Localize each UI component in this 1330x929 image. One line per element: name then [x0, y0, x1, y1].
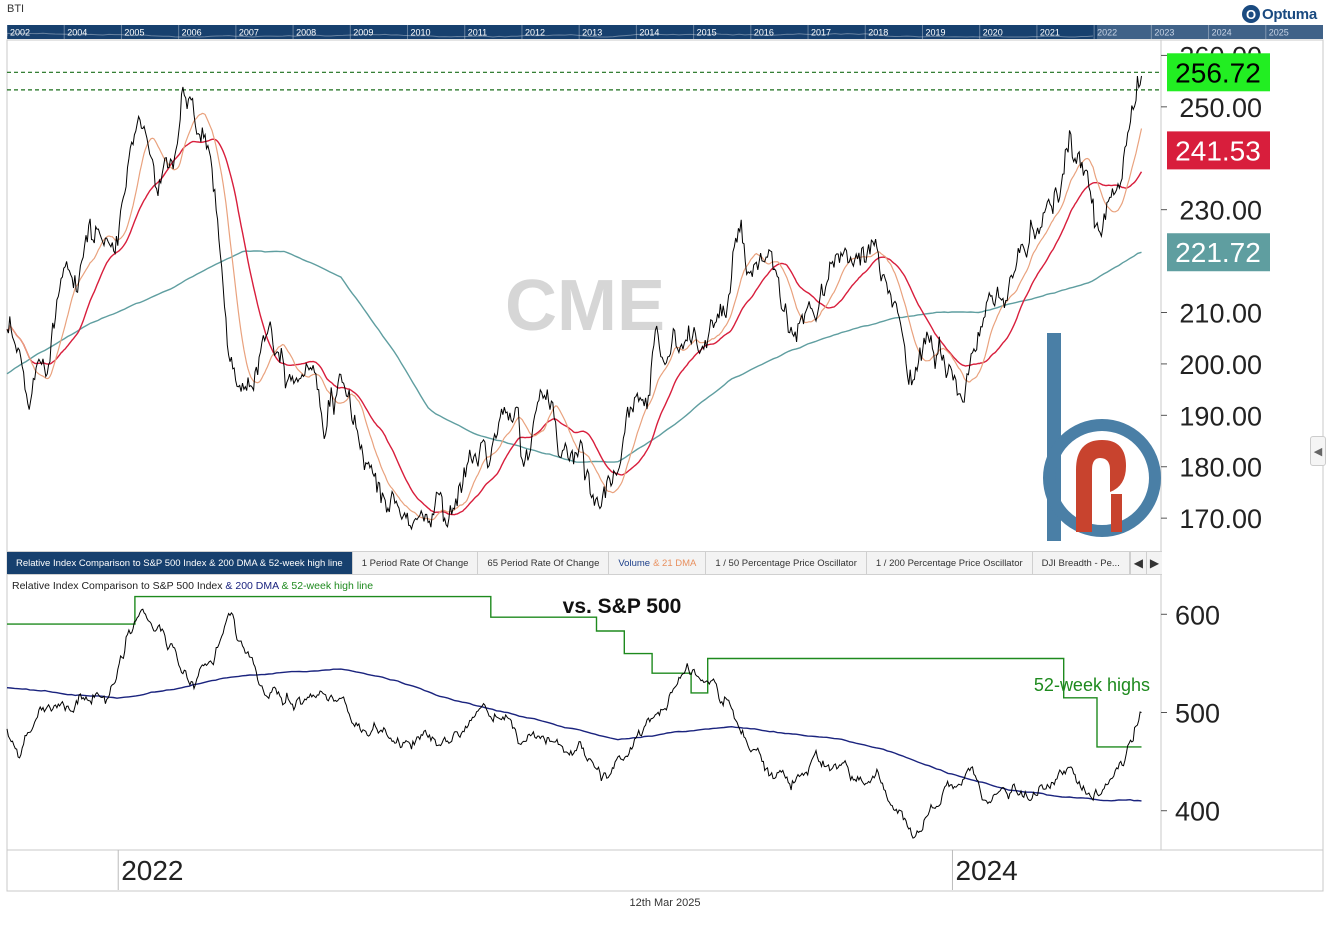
side-panel-toggle[interactable]: ◀ — [1310, 436, 1326, 466]
indicator-tab-label: Volume — [618, 557, 651, 569]
navigator-year-label: 2020 — [983, 28, 1003, 38]
y-tick-label: 600 — [1175, 600, 1220, 630]
ma-fast-line — [6, 112, 1143, 521]
price-line — [6, 75, 1142, 531]
navigator-year-label: 2024 — [1212, 28, 1232, 38]
ma-mid-line — [6, 138, 1143, 516]
navigator-year-label: 2015 — [697, 28, 717, 38]
navigator-year-label: 2007 — [239, 28, 259, 38]
indicator-tab-label: 65 Period Rate Of Change — [487, 557, 600, 569]
indicator-tab-label: DJI Breadth - Pe... — [1041, 557, 1120, 569]
brand-name: Optuma — [1262, 5, 1317, 23]
navigator-year-label: 2005 — [124, 28, 144, 38]
tab-scroll-prev-button[interactable]: ◀ — [1129, 552, 1146, 574]
relative-line — [6, 608, 1142, 839]
navigator-year-label: 2004 — [67, 28, 87, 38]
indicator-tab-0[interactable]: Relative Index Comparison to S&P 500 Ind… — [7, 552, 353, 574]
navigator-year-label: 2023 — [1154, 28, 1174, 38]
indicator-tab-label: 1 / 200 Percentage Price Oscillator — [875, 557, 1023, 569]
lower-title-200dma: & 200 DMA — [222, 580, 279, 592]
logo-leg — [1111, 494, 1122, 532]
navigator-year-label: 2012 — [525, 28, 545, 38]
indicator-tab-accent: & 21 DMA — [653, 557, 697, 569]
indicator-tab-1[interactable]: 1 Period Rate Of Change — [353, 552, 479, 574]
navigator-year-label: 2009 — [353, 28, 373, 38]
indicator-tab-4[interactable]: 1 / 50 Percentage Price Oscillator — [706, 552, 867, 574]
x-tick-label: 2024 — [955, 855, 1017, 886]
y-tick-label: 250.00 — [1179, 93, 1262, 123]
navigator-year-label: 2021 — [1040, 28, 1060, 38]
navigator-year-label: 2019 — [925, 28, 945, 38]
navigator-year-label: 2006 — [182, 28, 202, 38]
navigator-year-label: 2025 — [1269, 28, 1289, 38]
lower-panel-title: Relative Index Comparison to S&P 500 Ind… — [12, 580, 373, 592]
logo-letter-r — [1076, 440, 1126, 532]
annotation-vs-sp500: vs. S&P 500 — [563, 595, 682, 618]
indicator-tab-5[interactable]: 1 / 200 Percentage Price Oscillator — [867, 552, 1033, 574]
price-badge — [1167, 233, 1270, 272]
indicator-tab-2[interactable]: 65 Period Rate Of Change — [478, 552, 610, 574]
y-tick-label: 400 — [1175, 797, 1220, 827]
navigator-year-label: 2016 — [754, 28, 774, 38]
indicator-tabbar: Relative Index Comparison to S&P 500 Ind… — [7, 551, 1162, 575]
navigator-history-line — [6, 32, 1094, 38]
navigator-window[interactable] — [1097, 25, 1323, 39]
tab-scroll-next-button[interactable]: ▶ — [1145, 552, 1162, 574]
optuma-logo-icon: O — [1242, 5, 1260, 23]
navigator-year-label: 2017 — [811, 28, 831, 38]
navigator-year-label: 2018 — [868, 28, 888, 38]
indicator-tab-3[interactable]: Volume & 21 DMA — [609, 552, 707, 574]
price-badge — [1167, 53, 1270, 92]
price-badge-label: 256.72 — [1175, 57, 1261, 88]
ticker-label: BTI — [7, 3, 25, 15]
logo-bowl — [1043, 419, 1161, 537]
navigator-year-label: 2002 — [10, 28, 30, 38]
y-tick-label: 230.00 — [1179, 196, 1262, 226]
price-badge — [1167, 131, 1270, 170]
y-tick-label: 190.00 — [1179, 401, 1262, 431]
indicator-tab-label: 1 / 50 Percentage Price Oscillator — [715, 557, 857, 569]
indicator-tab-6[interactable]: DJI Breadth - Pe... — [1033, 552, 1130, 574]
brand-logo — [1043, 333, 1161, 541]
y-tick-label: 210.00 — [1179, 298, 1262, 328]
watermark-text: CME — [505, 266, 665, 346]
annotation-52wk-highs: 52-week highs — [1034, 675, 1150, 695]
y-tick-label: 200.00 — [1179, 350, 1262, 380]
y-tick-label: 170.00 — [1179, 504, 1262, 534]
navigator-year-label: 2014 — [639, 28, 659, 38]
navigator-year-label: 2013 — [582, 28, 602, 38]
price-badge-label: 241.53 — [1175, 135, 1261, 166]
footer-date: 12th Mar 2025 — [629, 897, 701, 909]
optuma-brand: O Optuma — [1242, 3, 1317, 25]
navigator-year-label: 2010 — [411, 28, 431, 38]
high-52wk-line — [7, 595, 1142, 748]
indicator-tab-label: Relative Index Comparison to S&P 500 Ind… — [16, 557, 343, 569]
dma-200-line — [6, 668, 1142, 802]
navigator-year-label: 2008 — [296, 28, 316, 38]
price-badge-label: 221.72 — [1175, 237, 1261, 268]
navigator-year-label: 2011 — [468, 28, 487, 38]
y-tick-label: 500 — [1175, 699, 1220, 729]
indicator-tab-label: 1 Period Rate Of Change — [361, 557, 469, 569]
y-tick-label: 180.00 — [1179, 453, 1262, 483]
navigator-year-label: 2022 — [1097, 28, 1117, 38]
lower-title-52wk: & 52-week high line — [278, 580, 374, 592]
lower-title-main: Relative Index Comparison to S&P 500 Ind… — [12, 580, 223, 592]
navigator-bar — [7, 25, 1323, 39]
x-tick-label: 2022 — [121, 855, 183, 886]
